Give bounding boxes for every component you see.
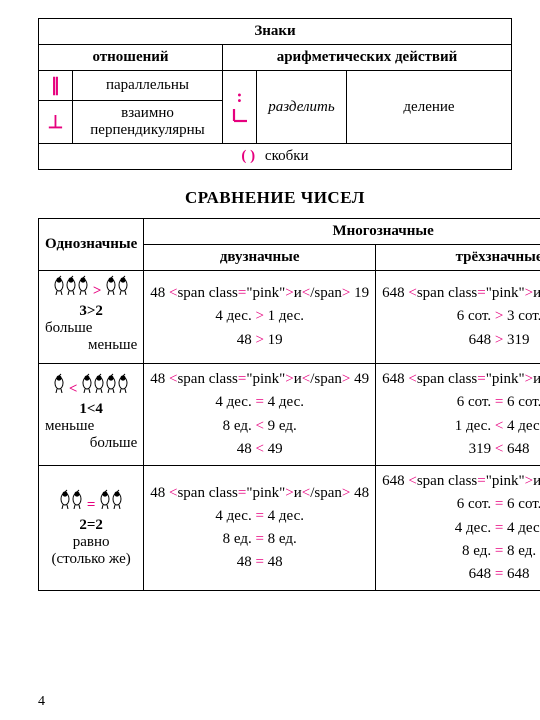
- bird-icon: [76, 275, 90, 299]
- two-digit-cell: 48 <span class="pink">и</span> 484 дес. …: [144, 466, 376, 591]
- line: 648 <span class="pink">и</span> 648: [382, 470, 540, 493]
- signs-col-left: отношений: [39, 45, 223, 71]
- line: 8 ед. = 8 ед.: [150, 528, 369, 551]
- divide-symbol-cell: :: [223, 71, 257, 144]
- table-row: = 2=2 равно (столько же) 48 <span class=…: [39, 466, 540, 591]
- brackets-label: скобки: [265, 148, 309, 164]
- header-three-digit: трёхзначные: [376, 245, 540, 271]
- bird-icon: [116, 275, 130, 299]
- op-lt: <: [69, 381, 78, 397]
- signs-title: Знаки: [39, 19, 512, 45]
- line: 648 = 648: [382, 563, 540, 586]
- birds-row: <: [45, 373, 137, 398]
- expr: 2=2: [45, 517, 137, 534]
- bird-icon: [116, 373, 130, 397]
- tack-icon: [229, 107, 250, 128]
- line: 6 сот. = 6 сот.: [382, 493, 540, 516]
- header-single: Однозначные: [39, 219, 144, 271]
- birds-row: >: [45, 275, 137, 300]
- op-eq: =: [87, 497, 96, 513]
- three-digit-cell: 648 <span class="pink">и</span> 6486 сот…: [376, 466, 540, 591]
- colon-symbol: :: [229, 87, 250, 107]
- line: 648 > 319: [382, 329, 540, 352]
- parallel-symbol: ∥: [39, 71, 73, 101]
- three-digit-cell: 648 <span class="pink">и</span> 3196 сот…: [376, 271, 540, 364]
- header-multi: Многозначные: [144, 219, 540, 245]
- line: 4 дес. > 1 дес.: [150, 305, 369, 328]
- line: 6 сот. > 3 сот.: [382, 305, 540, 328]
- signs-table: Знаки отношений арифметических действий …: [38, 18, 512, 170]
- line: 48 > 19: [150, 329, 369, 352]
- single-cell-lt: < 1<4 меньше больше: [39, 364, 144, 466]
- brackets-row: ( ) скобки: [39, 144, 512, 170]
- expr: 3>2: [45, 303, 137, 320]
- caption: равно (столько же): [45, 534, 137, 568]
- perp-label: взаимно перпендикулярны: [73, 101, 223, 144]
- birds-row: =: [45, 489, 137, 514]
- line: 4 дес. = 4 дес.: [150, 391, 369, 414]
- line: 648 <span class="pink">и</span> 618: [382, 368, 540, 391]
- two-digit-cell: 48 <span class="pink">и</span> 494 дес. …: [144, 364, 376, 466]
- line: 48 <span class="pink">и</span> 19: [150, 282, 369, 305]
- single-cell-eq: = 2=2 равно (столько же): [39, 466, 144, 591]
- line: 4 дес. = 4 дес.: [382, 517, 540, 540]
- compare-title: СРАВНЕНИЕ ЧИСЕЛ: [38, 188, 512, 208]
- line: 48 = 48: [150, 551, 369, 574]
- divide-italic-label: разделить: [257, 71, 347, 144]
- table-row: < 1<4 меньше больше 48 <span class="pink…: [39, 364, 540, 466]
- caption: меньше больше: [45, 418, 137, 452]
- expr: 1<4: [45, 401, 137, 418]
- bird-icon: [70, 489, 84, 513]
- line: 648 <span class="pink">и</span> 319: [382, 282, 540, 305]
- line: 8 ед. < 9 ед.: [150, 415, 369, 438]
- line: 48 <span class="pink">и</span> 48: [150, 482, 369, 505]
- line: 4 дес. = 4 дес.: [150, 505, 369, 528]
- line: 48 <span class="pink">и</span> 49: [150, 368, 369, 391]
- line: 1 дес. < 4 дес.: [382, 415, 540, 438]
- perp-symbol: ⊥: [39, 101, 73, 144]
- bird-icon: [52, 373, 66, 397]
- line: 6 сот. = 6 сот.: [382, 391, 540, 414]
- three-digit-cell: 648 <span class="pink">и</span> 6186 сот…: [376, 364, 540, 466]
- table-row: > 3>2 больше меньше 48 <span class="pink…: [39, 271, 540, 364]
- signs-col-right: арифметических действий: [223, 45, 512, 71]
- page-number: 4: [38, 694, 45, 710]
- parallel-label: параллельны: [73, 71, 223, 101]
- line: 48 < 49: [150, 438, 369, 461]
- single-cell-gt: > 3>2 больше меньше: [39, 271, 144, 364]
- line: 319 < 648: [382, 438, 540, 461]
- op-gt: >: [93, 283, 102, 299]
- divide-plain-label: деление: [347, 71, 512, 144]
- caption: больше меньше: [45, 320, 137, 354]
- bird-icon: [110, 489, 124, 513]
- compare-table: Однозначные Многозначные двузначные трёх…: [38, 218, 540, 591]
- header-two-digit: двузначные: [144, 245, 376, 271]
- two-digit-cell: 48 <span class="pink">и</span> 194 дес. …: [144, 271, 376, 364]
- page: Знаки отношений арифметических действий …: [0, 0, 540, 720]
- brackets-symbol: ( ): [241, 148, 255, 164]
- line: 8 ед. = 8 ед.: [382, 540, 540, 563]
